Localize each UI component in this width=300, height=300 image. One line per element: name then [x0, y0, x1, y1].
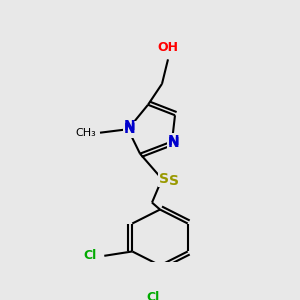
Text: N: N	[124, 119, 136, 133]
Text: N: N	[168, 134, 180, 148]
Text: S: S	[169, 174, 179, 188]
Text: S: S	[159, 172, 169, 186]
Text: N: N	[168, 136, 180, 150]
Text: Cl: Cl	[146, 291, 160, 300]
Text: N: N	[124, 122, 136, 136]
Text: OH: OH	[158, 41, 178, 54]
Text: Cl: Cl	[84, 249, 97, 262]
Text: CH₃: CH₃	[76, 128, 96, 138]
